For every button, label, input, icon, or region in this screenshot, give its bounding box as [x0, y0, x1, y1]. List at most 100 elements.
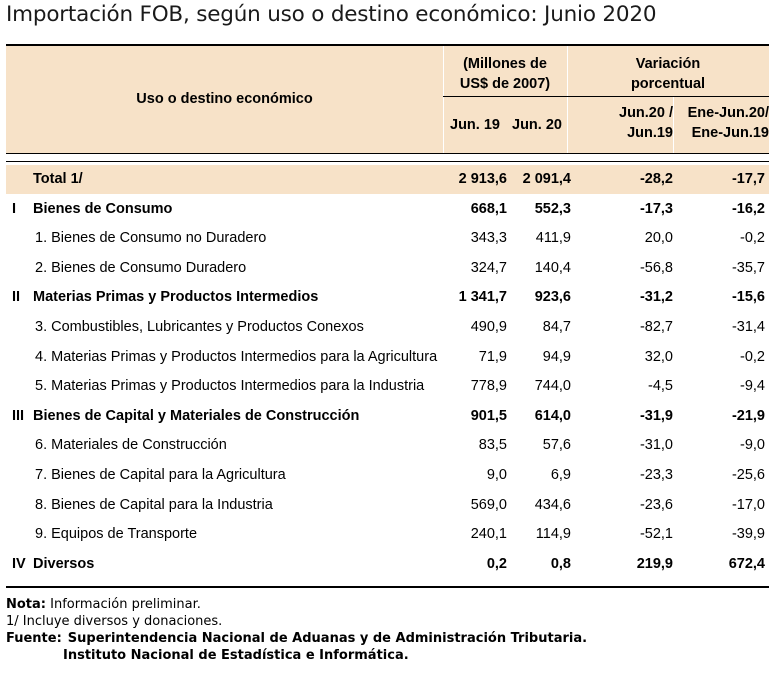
source-line-2: Instituto Nacional de Estadística e Info…	[6, 647, 587, 664]
cell-jun19: 490,9	[470, 319, 507, 335]
cell-var-month: -52,1	[639, 526, 673, 543]
cell-jun19: 1 341,7	[458, 289, 507, 306]
cell-var-month: -23,6	[639, 496, 673, 513]
note-label: Nota:	[6, 597, 46, 612]
cell-var-ytd: -0,2	[740, 348, 765, 365]
cell-jun20: 434,6	[534, 496, 571, 513]
header-jun19: Jun. 19	[450, 117, 500, 133]
table-row: 6. Materiales de Construcción 83,5 57,6 -31…	[6, 431, 769, 461]
cell-jun20: 411,9	[535, 230, 571, 247]
header-group-variation-line1: Variación	[635, 56, 701, 72]
cell-jun20: 84,7	[542, 319, 571, 335]
cell-jun20: 6,9	[550, 467, 571, 483]
cell-jun19: 324,7	[470, 259, 507, 276]
source-line: Fuente: Superintendencia Nacional de Adua…	[6, 630, 587, 647]
cell-var-ytd: -0,2	[740, 230, 765, 247]
source-label: Fuente:	[6, 631, 62, 646]
cell-jun20: 552,3	[534, 200, 571, 217]
cell-jun20: 94,9	[542, 348, 571, 365]
table-row: III Bienes de Capital y Materiales de Con…	[6, 402, 769, 432]
header-var-month-line2: Jun.19	[627, 125, 673, 141]
cell-jun20: 140,4	[534, 259, 571, 276]
row-roman-numeral: II	[12, 289, 21, 306]
cell-var-month: -23,3	[639, 467, 673, 483]
cell-jun19: 901,5	[470, 407, 507, 424]
table-row: 9. Equipos de Transporte 240,1 114,9 -52,1 -…	[6, 520, 769, 550]
row-label: 7. Bienes de Capital para la Agricultura	[35, 467, 286, 483]
table-row: 8. Bienes de Capital para la Industria 56…	[6, 491, 769, 521]
note-line: Nota: Información preliminar.	[6, 596, 587, 613]
header-group-volume: (Millones de US$ de 2007)	[443, 54, 567, 94]
header-var-ytd: Ene-Jun.20/ Ene-Jun.19	[675, 103, 769, 143]
cell-jun20: 2 091,4	[522, 171, 571, 187]
table-row: 4. Materias Primas y Productos Intermedi…	[6, 343, 769, 373]
top-rule	[6, 44, 769, 46]
cell-jun19: 569,0	[470, 496, 507, 513]
cell-var-ytd: -39,9	[731, 526, 765, 543]
cell-jun20: 744,0	[534, 378, 571, 395]
cell-var-ytd: -21,9	[731, 407, 765, 424]
cell-jun19: 240,1	[470, 526, 507, 543]
header-divider	[443, 46, 444, 153]
cell-var-month: -4,5	[648, 378, 673, 395]
cell-var-month: 20,0	[644, 230, 673, 247]
footnote-line: 1/ Incluye diversos y donaciones.	[6, 614, 223, 629]
header-bottom-rule	[6, 153, 769, 154]
header-var-month: Jun.20 / Jun.19	[567, 103, 675, 143]
table-header	[6, 46, 769, 153]
row-label: 1. Bienes de Consumo no Duradero	[35, 230, 267, 247]
row-label: Total 1/	[33, 171, 83, 187]
row-roman-numeral: I	[12, 200, 17, 217]
cell-var-ytd: -9,4	[740, 378, 765, 395]
cell-jun20: 614,0	[534, 407, 571, 424]
cell-var-ytd: -25,6	[731, 467, 765, 483]
header-jun20: Jun. 20	[512, 117, 562, 133]
cell-var-ytd: -35,7	[731, 259, 765, 276]
cell-jun19: 9,0	[486, 467, 507, 483]
cell-var-month: -56,8	[639, 259, 673, 276]
cell-var-month: -17,3	[639, 200, 673, 217]
cell-var-month: -82,7	[639, 319, 673, 335]
header-var-ytd-line2: Ene-Jun.19	[691, 125, 769, 141]
cell-jun19: 83,5	[478, 437, 507, 454]
row-label: Diversos	[33, 555, 95, 572]
cell-jun19: 0,2	[486, 555, 507, 572]
total-row-highlight	[6, 165, 769, 194]
cell-var-month: 32,0	[644, 348, 673, 365]
cell-jun20: 114,9	[535, 526, 571, 543]
row-label: 3. Combustibles, Lubricantes y Productos…	[35, 319, 364, 335]
header-var-ytd-line1: Ene-Jun.20/	[687, 105, 769, 121]
cell-jun20: 57,6	[542, 437, 571, 454]
cell-var-ytd: 672,4	[728, 555, 765, 572]
row-roman-numeral: III	[12, 407, 25, 424]
row-label: 4. Materias Primas y Productos Intermedi…	[35, 348, 438, 365]
cell-var-month: -31,0	[639, 437, 673, 454]
cell-jun20: 923,6	[534, 289, 571, 306]
row-label: 9. Equipos de Transporte	[35, 526, 198, 543]
table-row: 1. Bienes de Consumo no Duradero 343,3 411…	[6, 224, 769, 254]
cell-var-month: 219,9	[636, 555, 673, 572]
cell-var-ytd: -15,6	[731, 289, 765, 306]
row-label: Materias Primas y Productos Intermedios	[33, 289, 319, 306]
cell-var-ytd: -9,0	[740, 437, 765, 454]
note-text: Información preliminar.	[46, 597, 201, 612]
header-divider	[673, 96, 674, 153]
cell-var-month: -31,2	[639, 289, 673, 306]
cell-jun19: 778,9	[470, 378, 507, 395]
table-row: II Materias Primas y Productos Intermedio…	[6, 283, 769, 313]
cell-var-month: -28,2	[639, 171, 673, 187]
table-row: 5. Materias Primas y Productos Intermedi…	[6, 372, 769, 402]
row-label: 5. Materias Primas y Productos Intermedi…	[35, 378, 425, 395]
row-label: 2. Bienes de Consumo Duradero	[35, 259, 247, 276]
source-text-2: Instituto Nacional de Estadística e Info…	[63, 648, 409, 663]
table-row: IV Diversos 0,2 0,8 219,9 672,4	[6, 550, 769, 580]
page-title: Importación FOB, según uso o destino eco…	[6, 2, 657, 27]
cell-var-ytd: -16,2	[731, 200, 765, 217]
cell-var-ytd: -17,7	[731, 171, 765, 187]
cell-jun19: 2 913,6	[458, 171, 507, 187]
cell-var-ytd: -17,0	[731, 496, 765, 513]
cell-jun19: 668,1	[470, 200, 507, 217]
header-group-volume-line1: (Millones de	[463, 56, 547, 72]
row-label: 8. Bienes de Capital para la Industria	[35, 496, 273, 513]
table-row: Total 1/2 913,6 2 091,4 -28,2 -17,7	[6, 165, 769, 195]
